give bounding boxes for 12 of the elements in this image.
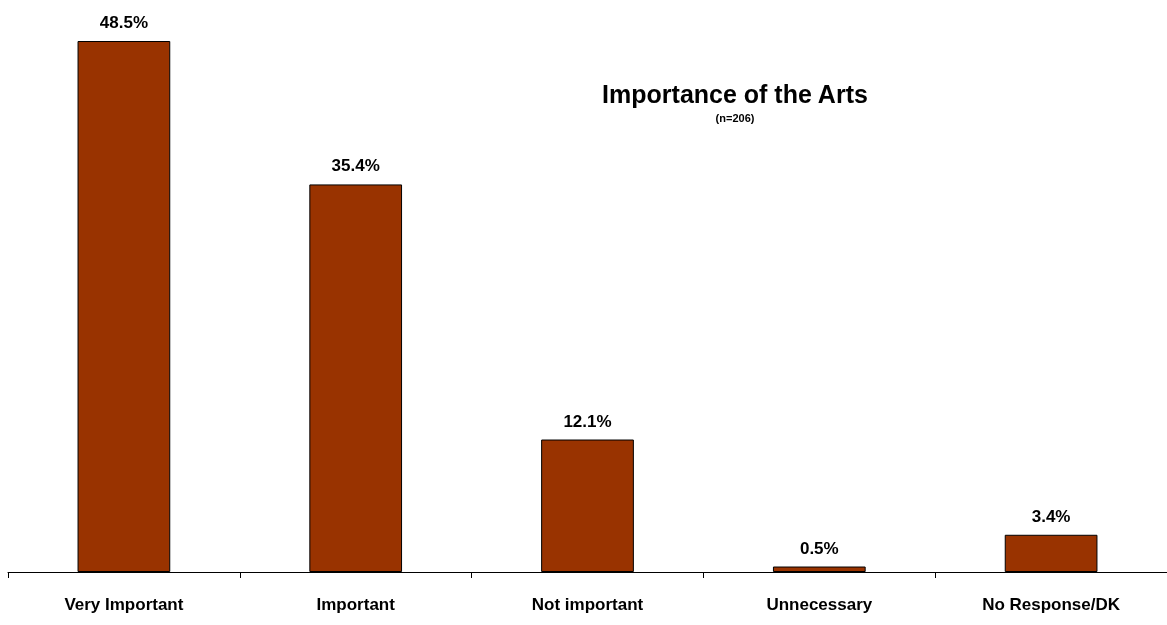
x-tick-label: Not important [531,595,644,614]
data-label: 3.4% [1031,506,1071,526]
data-label: 48.5% [99,13,148,32]
data-label: 0.5% [799,538,839,558]
x-tick-label: Very Important [64,595,184,614]
text: Importance of the Arts [602,79,868,108]
data-label: 12.1% [563,411,612,431]
x-tick-label: No Response/DK [982,595,1121,614]
x-tick-label: Important [316,595,396,614]
data-label: 35.4% [331,156,380,176]
text: (n=206) [715,111,755,124]
x-tick-label: Unnecessary [766,595,873,614]
